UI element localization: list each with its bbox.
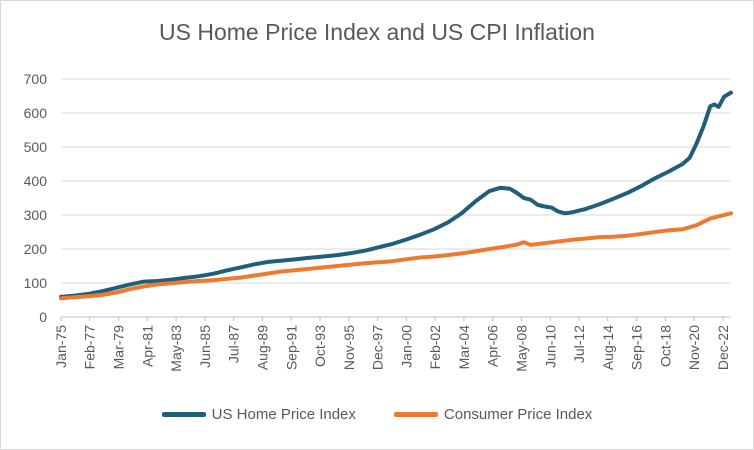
- x-tick-label: Mar-04: [456, 325, 472, 370]
- y-tick-label: 100: [24, 275, 48, 291]
- y-tick-label: 600: [24, 105, 48, 121]
- x-tick-label: Sep-91: [283, 325, 299, 370]
- x-tick-label: Jun-85: [197, 325, 213, 368]
- legend-item-cpi[interactable]: Consumer Price Index: [393, 406, 593, 423]
- x-tick-label: Apr-06: [485, 325, 501, 367]
- x-tick-label: Oct-93: [312, 325, 328, 367]
- x-tick-label: Jun-10: [542, 325, 558, 368]
- x-tick-label: Jan-00: [398, 325, 414, 368]
- x-tick-label: Feb-77: [82, 325, 98, 370]
- legend-label-home-price: US Home Price Index: [211, 406, 356, 423]
- x-tick-label: Jul-87: [226, 325, 242, 363]
- x-tick-label: May-83: [168, 325, 184, 372]
- legend: US Home Price Index Consumer Price Index: [1, 406, 753, 423]
- y-tick-label: 0: [39, 309, 47, 325]
- x-tick-label: Jul-12: [571, 325, 587, 363]
- legend-item-home-price[interactable]: US Home Price Index: [161, 406, 356, 423]
- x-tick-label: Dec-22: [715, 325, 731, 370]
- x-tick-label: May-08: [513, 325, 529, 372]
- legend-swatch-home-price: [161, 412, 206, 417]
- y-tick-label: 400: [24, 173, 48, 189]
- legend-label-cpi: Consumer Price Index: [443, 406, 593, 423]
- x-tick-label: Aug-89: [254, 325, 270, 370]
- x-tick-label: Dec-97: [370, 325, 386, 370]
- series-line-home-price: [59, 90, 733, 299]
- y-tick-label: 700: [24, 71, 48, 87]
- y-tick-label: 200: [24, 241, 48, 257]
- chart-title: US Home Price Index and US CPI Inflation: [159, 19, 595, 45]
- x-tick-label: Jan-75: [53, 325, 69, 368]
- x-tick-label: Feb-02: [427, 325, 443, 370]
- y-tick-label: 300: [24, 207, 48, 223]
- x-tick-label: Nov-20: [686, 325, 702, 370]
- y-tick-label: 500: [24, 139, 48, 155]
- series-line-cpi: [59, 211, 733, 301]
- x-tick-label: Mar-79: [111, 325, 127, 370]
- x-tick-label: Apr-81: [139, 325, 155, 367]
- legend-swatch-cpi: [393, 412, 438, 417]
- x-tick-label: Oct-18: [657, 325, 673, 367]
- x-tick-label: Nov-95: [341, 325, 357, 370]
- x-tick-label: Sep-16: [629, 325, 645, 370]
- x-tick-label: Aug-14: [600, 325, 616, 370]
